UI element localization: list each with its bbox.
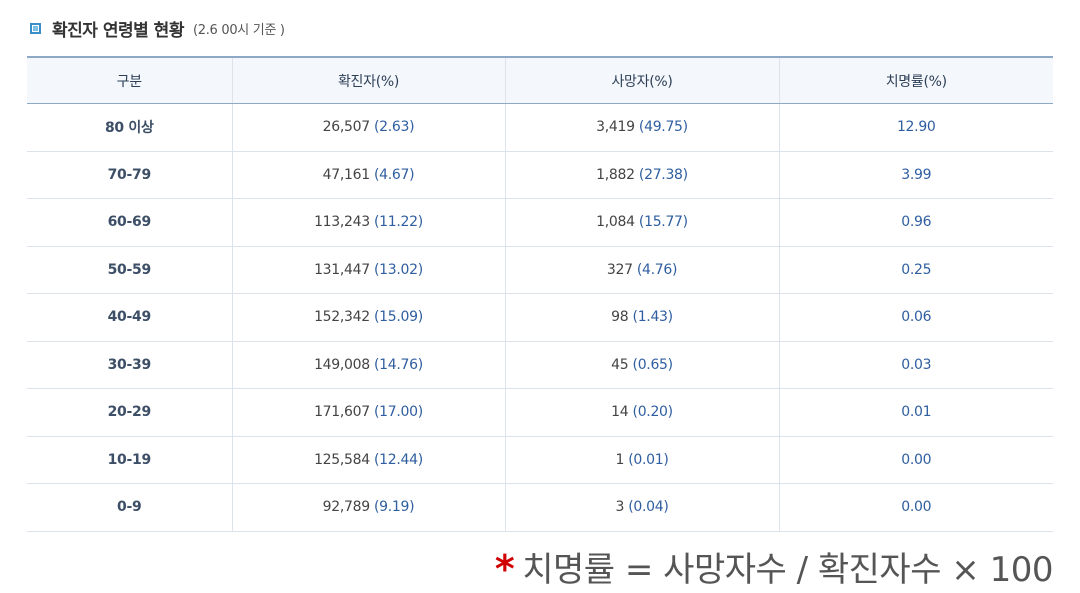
column-header-category: 구분 [27,57,233,104]
confirmed-count: 26,507 [322,119,370,136]
confirmed-cell: 47,161 (4.67) [232,151,506,199]
confirmed-cell: 131,447 (13.02) [232,246,506,294]
deaths-percent: (4.76) [636,261,678,278]
confirmed-cell: 26,507 (2.63) [232,103,506,152]
fatality-rate-cell: 0.25 [779,246,1053,294]
section-header: 확진자 연령별 현황 (2.6 00시 기준 ) [30,14,285,42]
table-row: 80 이상 26,507 (2.63) 3,419 (49.75) 12.90 [27,103,1053,152]
age-group-cell: 10-19 [27,436,233,484]
table-row: 70-79 47,161 (4.67) 1,882 (27.38) 3.99 [27,151,1053,199]
fatality-rate-footnote: * 치명률 = 사망자수 / 확진자수 × 100 [494,542,1054,591]
confirmed-percent: (15.09) [374,309,423,326]
deaths-count: 14 [611,404,629,421]
age-group-cell: 80 이상 [27,103,233,152]
fatality-rate-cell: 3.99 [779,151,1053,199]
confirmed-cell: 149,008 (14.76) [232,341,506,389]
confirmed-cell: 92,789 (9.19) [232,483,506,532]
deaths-percent: (0.65) [632,356,674,373]
age-stats-table: 구분 확진자(%) 사망자(%) 치명률(%) 80 이상 26,507 (2.6… [27,56,1053,532]
confirmed-percent: (12.44) [374,451,423,468]
column-header-fatality-rate: 치명률(%) [779,57,1053,104]
footnote-asterisk: * [494,546,515,591]
deaths-percent: (0.04) [628,499,669,516]
fatality-rate-cell: 0.00 [779,483,1053,532]
fatality-rate-cell: 0.06 [779,293,1053,342]
deaths-cell: 45 (0.65) [505,341,780,389]
confirmed-percent: (13.02) [374,261,423,278]
deaths-count: 3 [615,499,625,516]
deaths-cell: 14 (0.20) [505,388,780,437]
section-title: 확진자 연령별 현황 [52,20,184,41]
confirmed-percent: (11.22) [374,214,423,231]
confirmed-count: 92,789 [322,499,370,516]
table-row: 40-49 152,342 (15.09) 98 (1.43) 0.06 [27,293,1053,342]
deaths-cell: 3,419 (49.75) [505,103,780,152]
table-row: 20-29 171,607 (17.00) 14 (0.20) 0.01 [27,388,1053,437]
deaths-count: 1 [615,451,625,468]
confirmed-count: 113,243 [314,214,370,231]
deaths-count: 327 [606,261,633,278]
confirmed-count: 171,607 [314,404,370,421]
deaths-percent: (49.75) [638,119,688,136]
confirmed-cell: 171,607 (17.00) [232,388,506,437]
age-group-cell: 40-49 [27,293,233,342]
column-header-deaths: 사망자(%) [505,57,780,104]
deaths-count: 3,419 [596,119,635,136]
deaths-cell: 98 (1.43) [505,293,780,342]
table-header-row: 구분 확진자(%) 사망자(%) 치명률(%) [27,57,1053,104]
confirmed-cell: 125,584 (12.44) [232,436,506,484]
deaths-cell: 1,882 (27.38) [505,151,780,199]
column-header-confirmed: 확진자(%) [232,57,506,104]
deaths-percent: (1.43) [632,309,674,326]
square-bullet-icon [30,22,41,34]
age-group-cell: 60-69 [27,198,233,247]
deaths-percent: (0.20) [632,404,674,421]
confirmed-percent: (9.19) [374,499,415,516]
table-row: 60-69 113,243 (11.22) 1,084 (15.77) 0.96 [27,198,1053,247]
deaths-count: 1,882 [596,166,635,183]
deaths-cell: 1,084 (15.77) [505,198,780,247]
deaths-count: 45 [611,356,629,373]
confirmed-percent: (2.63) [374,119,415,136]
confirmed-count: 131,447 [314,261,370,278]
footnote-text: 치명률 = 사망자수 / 확진자수 × 100 [522,550,1053,590]
deaths-count: 1,084 [596,214,635,231]
confirmed-percent: (14.76) [374,356,423,373]
confirmed-percent: (17.00) [374,404,423,421]
table-row: 30-39 149,008 (14.76) 45 (0.65) 0.03 [27,341,1053,389]
age-group-cell: 20-29 [27,388,233,437]
deaths-count: 98 [611,309,629,326]
confirmed-count: 47,161 [322,166,370,183]
fatality-rate-cell: 0.01 [779,388,1053,437]
deaths-cell: 1 (0.01) [505,436,780,484]
age-group-cell: 30-39 [27,341,233,389]
confirmed-percent: (4.67) [374,166,415,183]
fatality-rate-cell: 0.96 [779,198,1053,247]
deaths-cell: 3 (0.04) [505,483,780,532]
fatality-rate-cell: 0.00 [779,436,1053,484]
table-row: 50-59 131,447 (13.02) 327 (4.76) 0.25 [27,246,1053,294]
confirmed-cell: 152,342 (15.09) [232,293,506,342]
confirmed-count: 149,008 [314,356,370,373]
deaths-percent: (0.01) [628,451,669,468]
table-row: 10-19 125,584 (12.44) 1 (0.01) 0.00 [27,436,1053,484]
deaths-percent: (15.77) [638,214,688,231]
fatality-rate-cell: 0.03 [779,341,1053,389]
age-group-cell: 0-9 [27,483,233,532]
section-date-note: (2.6 00시 기준 ) [192,22,285,38]
confirmed-count: 152,342 [314,309,370,326]
deaths-percent: (27.38) [638,166,688,183]
table-row: 0-9 92,789 (9.19) 3 (0.04) 0.00 [27,483,1053,532]
age-group-cell: 50-59 [27,246,233,294]
confirmed-cell: 113,243 (11.22) [232,198,506,247]
age-group-cell: 70-79 [27,151,233,199]
deaths-cell: 327 (4.76) [505,246,780,294]
fatality-rate-cell: 12.90 [779,103,1053,152]
confirmed-count: 125,584 [314,451,370,468]
